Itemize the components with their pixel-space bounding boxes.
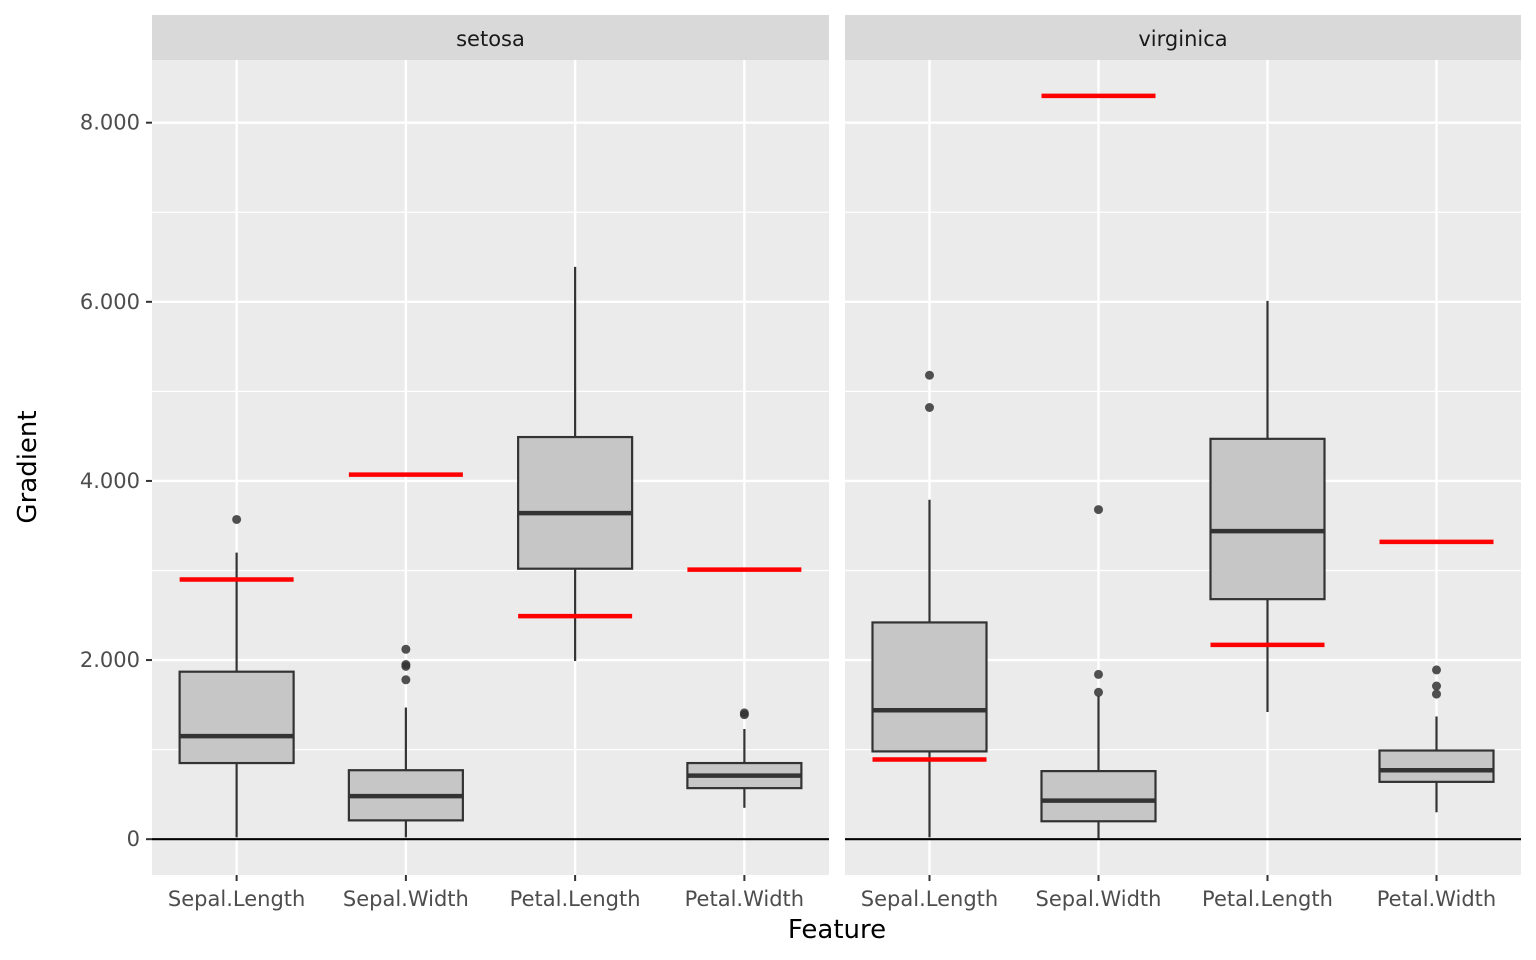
box-virginica-Petal.Length xyxy=(1209,300,1326,712)
outlier-point xyxy=(739,708,749,718)
outlier-point xyxy=(401,644,411,654)
outlier-point xyxy=(401,675,411,685)
box-body xyxy=(1209,437,1326,601)
y-tick-label: 4.000 xyxy=(80,469,140,493)
box-setosa-Sepal.Length xyxy=(178,514,295,838)
box-body xyxy=(178,670,295,765)
box-body xyxy=(1040,770,1157,823)
y-tick-label: 8.000 xyxy=(80,111,140,135)
outlier-point xyxy=(1432,689,1441,699)
outlier-point xyxy=(925,370,934,380)
x-tick-label: Petal.Length xyxy=(510,887,641,911)
x-tick-label: Sepal.Width xyxy=(343,887,469,911)
box-setosa-Petal.Width xyxy=(686,567,803,808)
facet-label-virginica: virginica xyxy=(1138,27,1227,51)
y-tick-label: 2.000 xyxy=(80,648,140,672)
x-tick-label: Petal.Width xyxy=(685,887,804,911)
x-tick-label: Sepal.Length xyxy=(168,887,305,911)
facet-label-setosa: setosa xyxy=(456,27,525,51)
panel-setosa: setosa Sepal.Length Sepal.Width Petal.Lengt… xyxy=(152,15,829,911)
outlier-point xyxy=(1094,687,1103,697)
x-tick-label: Petal.Width xyxy=(1377,887,1496,911)
outlier-point xyxy=(925,402,934,412)
outlier-point xyxy=(1094,669,1103,679)
x-tick-label: Petal.Length xyxy=(1202,887,1333,911)
facet-strip xyxy=(845,15,1521,60)
box-setosa-Sepal.Width xyxy=(347,472,464,838)
y-axis-title: Gradient xyxy=(13,410,43,523)
y-tick-label: 0 xyxy=(127,827,140,851)
y-tick-label: 6.000 xyxy=(80,290,140,314)
box-body xyxy=(871,621,988,753)
box-virginica-Sepal.Width xyxy=(1040,93,1157,839)
x-axis-title: Feature xyxy=(788,915,886,945)
outlier-point xyxy=(1432,681,1441,691)
outlier-point xyxy=(1094,505,1103,515)
outlier-point xyxy=(401,660,411,670)
x-tick-label: Sepal.Length xyxy=(861,887,998,911)
x-tick-label: Sepal.Width xyxy=(1036,887,1162,911)
outlier-point xyxy=(232,514,242,524)
box-virginica-Sepal.Length xyxy=(871,370,988,838)
y-axis: 0 2.000 4.000 6.000 8.000 xyxy=(80,111,152,851)
box-body xyxy=(1378,749,1495,783)
panel-virginica: virginica Sepal.Length Sepal.Width Petal.Le… xyxy=(845,15,1521,911)
facet-strip xyxy=(152,15,829,60)
panels-layer: setosa Sepal.Length Sepal.Width Petal.Lengt… xyxy=(152,15,1521,911)
outlier-point xyxy=(1432,665,1441,675)
box-body xyxy=(517,435,634,570)
box-setosa-Petal.Length xyxy=(517,266,634,661)
box-virginica-Petal.Width xyxy=(1378,539,1495,813)
